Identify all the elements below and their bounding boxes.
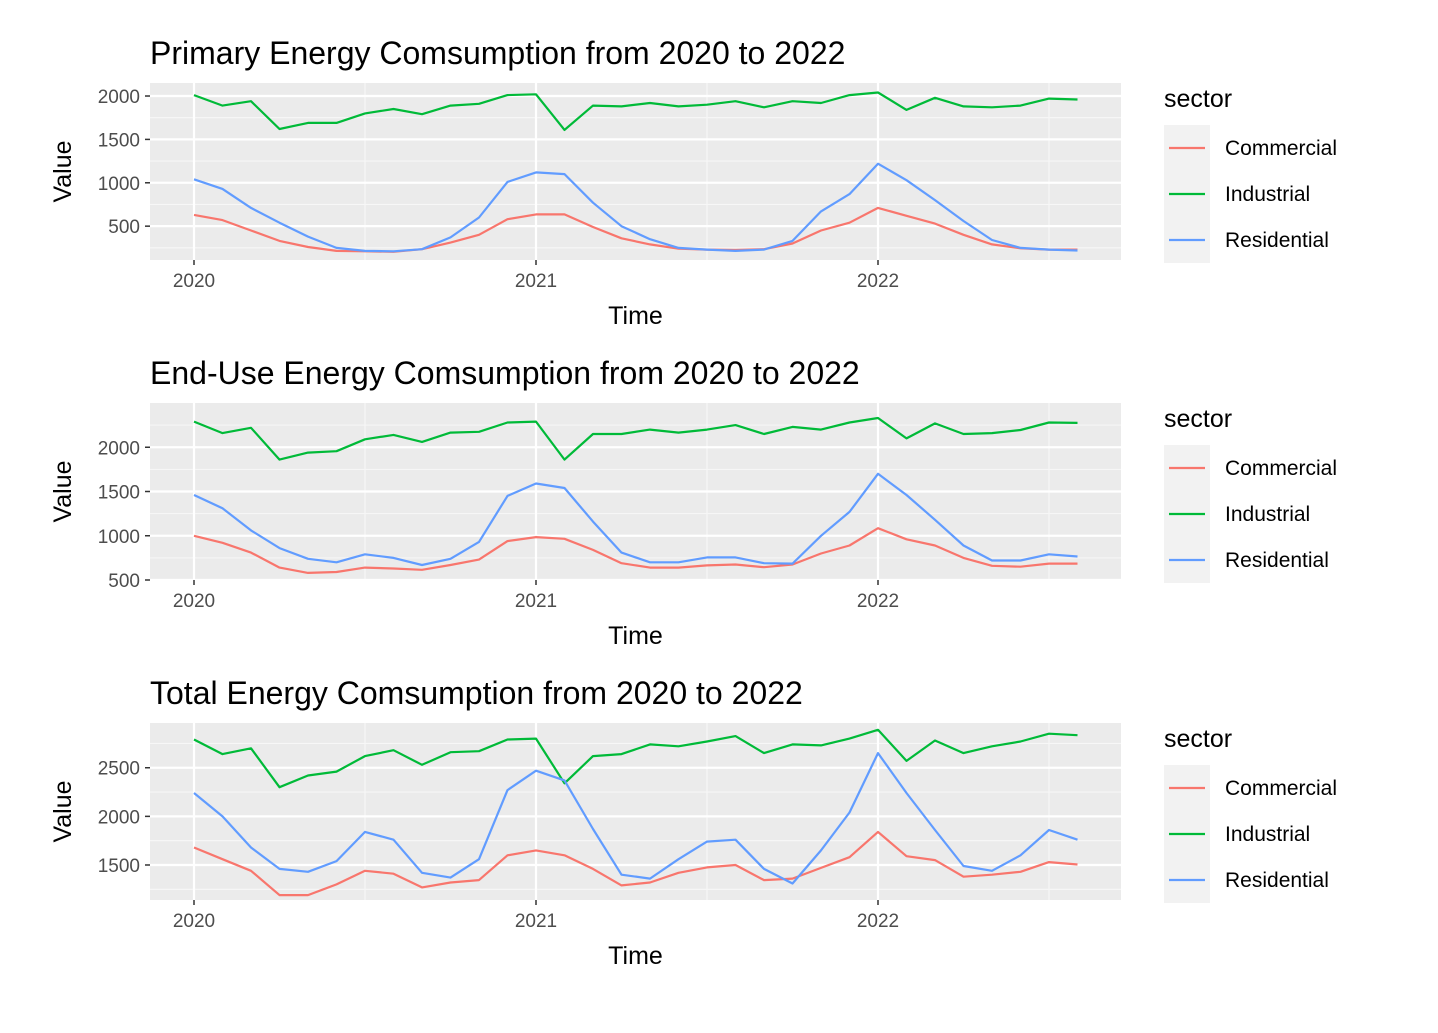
legend-label: Residential: [1225, 229, 1329, 252]
y-tick-label: 2000: [98, 807, 140, 828]
series-line-commercial: [193, 527, 1078, 575]
legend-label: Industrial: [1225, 503, 1310, 526]
series-line-industrial: [193, 416, 1078, 461]
x-tick-label: 2022: [857, 911, 899, 932]
x-axis-title: Time: [608, 622, 663, 650]
chart-panel-1: Primary Energy Comsumption from 2020 to …: [49, 35, 1337, 330]
x-axis-title: Time: [608, 302, 663, 330]
x-tick-label: 2022: [857, 271, 899, 292]
y-tick-label: 2000: [98, 438, 140, 459]
y-tick-label: 2000: [98, 87, 140, 108]
x-tick-label: 2021: [515, 911, 557, 932]
legend-label: Residential: [1225, 549, 1329, 572]
series-line-residential: [193, 162, 1078, 253]
y-tick-label: 2500: [98, 759, 140, 780]
legend-label: Residential: [1225, 869, 1329, 892]
series-line-commercial: [193, 206, 1078, 253]
x-tick-label: 2020: [173, 271, 215, 292]
y-tick-label: 1500: [98, 856, 140, 877]
x-tick-label: 2020: [173, 911, 215, 932]
chart-title: Total Energy Comsumption from 2020 to 20…: [150, 675, 803, 711]
y-tick-label: 500: [108, 217, 140, 238]
chart-panel-2: End-Use Energy Comsumption from 2020 to …: [49, 355, 1337, 650]
y-tick-label: 1500: [98, 483, 140, 504]
y-axis-title: Value: [49, 780, 77, 842]
y-tick-label: 1500: [98, 130, 140, 151]
chart-title: Primary Energy Comsumption from 2020 to …: [150, 35, 845, 71]
series-line-industrial: [193, 728, 1078, 789]
x-tick-label: 2020: [173, 591, 215, 612]
series-line-commercial: [193, 830, 1078, 897]
series-line-residential: [193, 751, 1078, 885]
x-tick-label: 2022: [857, 591, 899, 612]
plot-background: [150, 83, 1121, 260]
x-axis-title: Time: [608, 942, 663, 970]
y-axis-title: Value: [49, 460, 77, 522]
legend-label: Industrial: [1225, 823, 1310, 846]
series-line-industrial: [193, 91, 1078, 131]
legend-title: sector: [1164, 85, 1232, 113]
series-line-residential: [193, 472, 1078, 567]
y-tick-label: 1000: [98, 527, 140, 548]
y-axis-title: Value: [49, 140, 77, 202]
y-tick-label: 500: [108, 571, 140, 592]
legend-label: Commercial: [1225, 457, 1337, 480]
x-tick-label: 2021: [515, 271, 557, 292]
legend-title: sector: [1164, 405, 1232, 433]
y-tick-label: 1000: [98, 174, 140, 195]
chart-panel-3: Total Energy Comsumption from 2020 to 20…: [49, 675, 1337, 970]
chart-title: End-Use Energy Comsumption from 2020 to …: [150, 355, 860, 391]
legend-label: Commercial: [1225, 777, 1337, 800]
legend-label: Industrial: [1225, 183, 1310, 206]
x-tick-label: 2021: [515, 591, 557, 612]
legend-label: Commercial: [1225, 137, 1337, 160]
legend-title: sector: [1164, 725, 1232, 753]
